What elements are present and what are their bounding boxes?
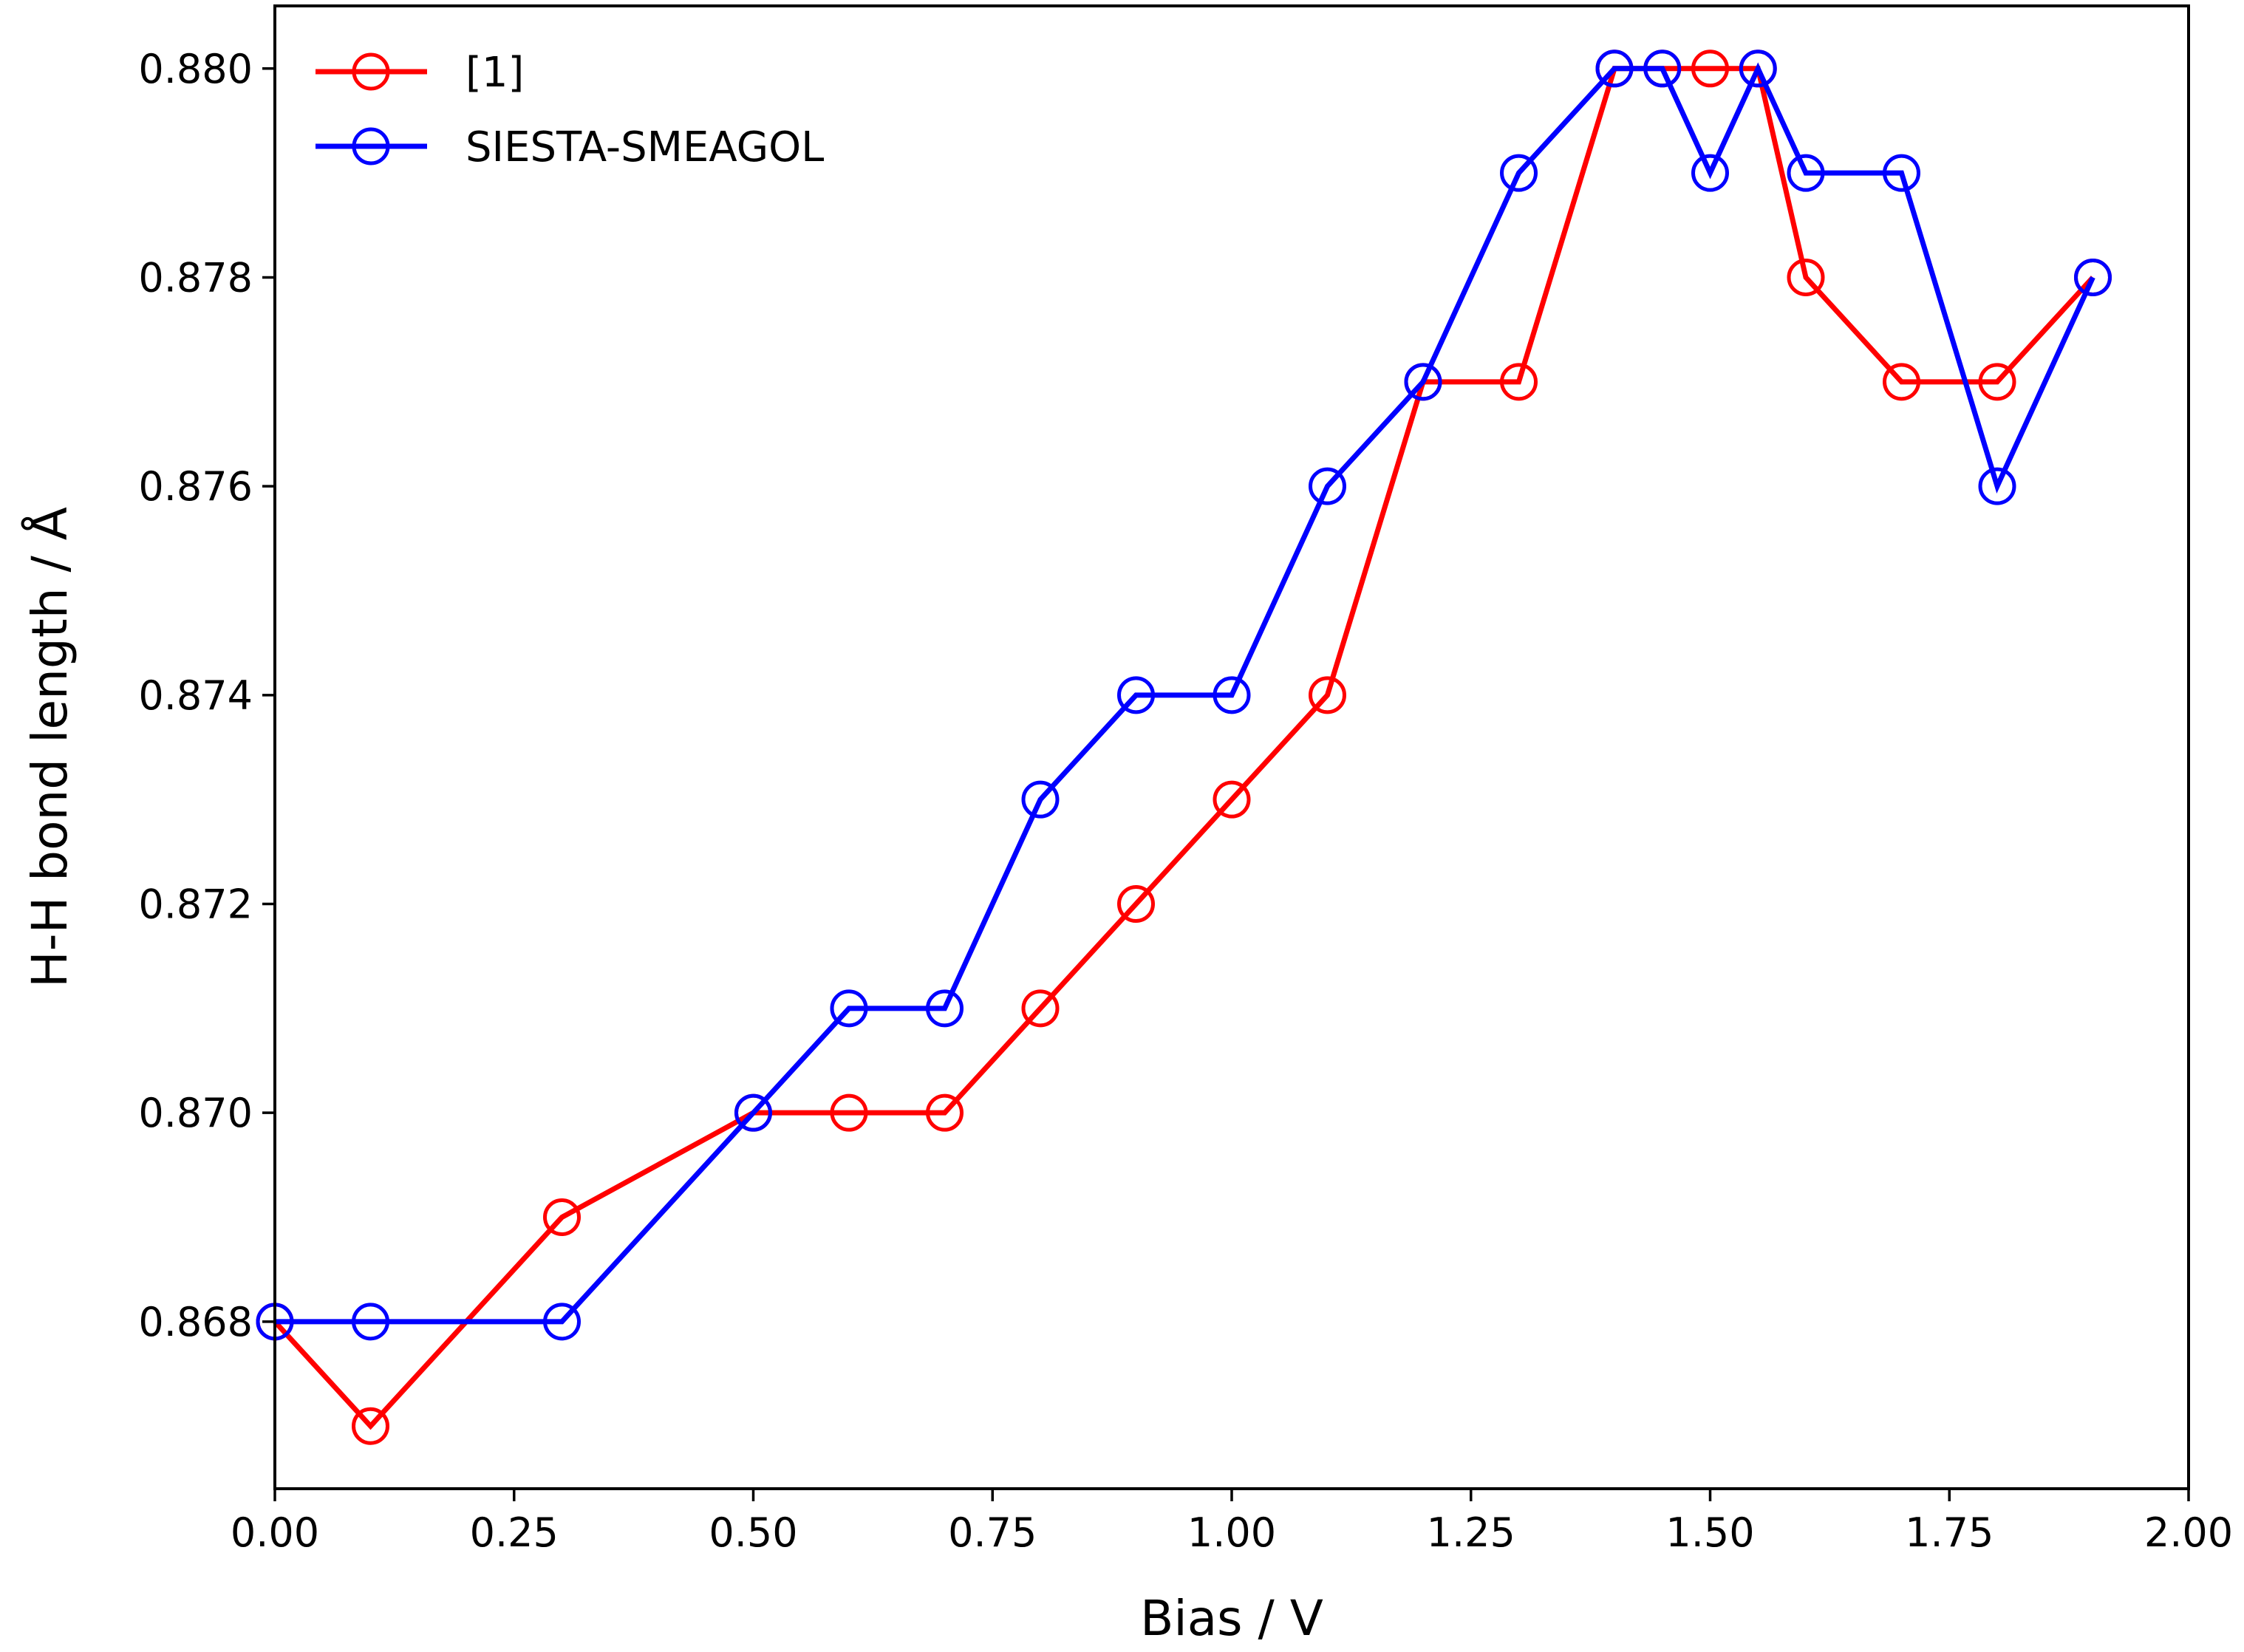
x-tick-label: 0.50: [709, 1509, 797, 1556]
data-point: [352, 1407, 389, 1445]
y-tick-label: 0.872: [138, 881, 253, 928]
x-tick-label: 1.00: [1187, 1509, 1276, 1556]
x-tick-label: 0.00: [231, 1509, 319, 1556]
data-point: [830, 989, 868, 1028]
y-tick-label: 0.870: [138, 1090, 253, 1136]
y-tick-label: 0.868: [138, 1299, 253, 1345]
data-point: [926, 1093, 964, 1132]
data-point: [1595, 50, 1634, 88]
data-point: [2074, 258, 2112, 296]
data-point: [1643, 50, 1682, 88]
data-point: [1309, 467, 1346, 505]
legend-marker: [352, 127, 390, 165]
data-point: [1213, 676, 1251, 714]
y-axis-title: H-H bond length / Å: [21, 507, 78, 988]
legend-marker: [352, 52, 390, 91]
legend-label: [1]: [465, 49, 524, 97]
data-point: [543, 1303, 581, 1341]
data-point: [1117, 676, 1155, 714]
data-point: [1739, 50, 1777, 88]
data-point: [830, 1093, 868, 1132]
y-tick-label: 0.874: [138, 672, 253, 719]
data-point: [1883, 154, 1920, 192]
x-tick-label: 1.75: [1905, 1509, 1994, 1556]
data-point: [543, 1198, 581, 1237]
plot-frame: [273, 4, 2190, 1490]
data-point: [1691, 50, 1729, 88]
y-tick-label: 0.880: [138, 46, 253, 92]
data-point: [1021, 989, 1060, 1028]
data-point: [1404, 363, 1442, 401]
data-point: [1883, 363, 1920, 401]
y-tick-label: 0.876: [138, 463, 253, 510]
x-tick-label: 1.25: [1427, 1509, 1515, 1556]
data-point: [352, 1303, 389, 1341]
x-tick-label: 1.50: [1665, 1509, 1754, 1556]
data-point: [1117, 885, 1155, 924]
legend-label: SIESTA-SMEAGOL: [465, 123, 824, 171]
legend-item: SIESTA-SMEAGOL: [316, 123, 824, 171]
data-point: [1309, 676, 1346, 714]
data-point: [1787, 258, 1825, 296]
x-tick-label: 0.75: [948, 1509, 1037, 1556]
series-1: [256, 50, 2112, 1341]
series-layer: [256, 50, 2112, 1445]
data-point: [1691, 154, 1729, 192]
x-tick-label: 2.00: [2144, 1509, 2233, 1556]
data-point: [1978, 363, 2016, 401]
data-point: [1500, 154, 1538, 192]
data-point: [1978, 467, 2016, 505]
x-axis-title: Bias / V: [1140, 1590, 1323, 1647]
legend: [1] SIESTA-SMEAGOL: [316, 49, 824, 171]
data-point: [734, 1093, 772, 1132]
x-tick-label: 0.25: [470, 1509, 559, 1556]
data-point: [1213, 780, 1251, 819]
data-point: [1787, 154, 1825, 192]
legend-item: [1]: [316, 49, 524, 97]
data-point: [1021, 780, 1060, 819]
series-line: [275, 62, 2095, 1325]
axes-layer: 0.00 0.25 0.50 0.75 1.00 1.25 1.50 1.75 2.00 0.86…: [138, 46, 2233, 1556]
data-point: [1500, 363, 1538, 401]
data-point: [926, 989, 964, 1028]
y-tick-label: 0.878: [138, 254, 253, 301]
